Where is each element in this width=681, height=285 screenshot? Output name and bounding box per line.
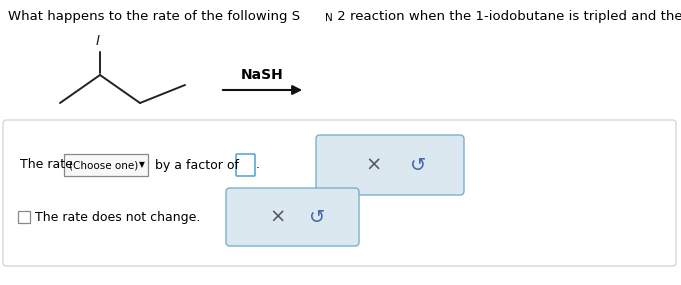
FancyBboxPatch shape (18, 211, 29, 223)
FancyBboxPatch shape (316, 135, 464, 195)
Text: ↺: ↺ (309, 207, 326, 227)
Text: .: . (256, 158, 260, 172)
Text: by a factor of: by a factor of (151, 158, 239, 172)
Text: (Choose one): (Choose one) (69, 160, 138, 170)
Text: ▼: ▼ (139, 160, 145, 170)
FancyBboxPatch shape (3, 120, 676, 266)
Text: What happens to the rate of the following S: What happens to the rate of the followin… (8, 10, 300, 23)
Text: ×: × (365, 156, 381, 174)
Text: N: N (325, 13, 333, 23)
FancyBboxPatch shape (236, 154, 255, 176)
Text: I: I (96, 34, 100, 48)
Text: ×: × (269, 207, 286, 227)
FancyBboxPatch shape (226, 188, 359, 246)
Text: The rate does not change.: The rate does not change. (35, 211, 200, 223)
Text: ↺: ↺ (410, 156, 426, 174)
FancyBboxPatch shape (64, 154, 148, 176)
Text: 2 reaction when the 1-iodobutane is tripled and the NaSH is doubled?: 2 reaction when the 1-iodobutane is trip… (333, 10, 681, 23)
Text: NaSH: NaSH (241, 68, 284, 82)
Text: The rate: The rate (20, 158, 77, 172)
